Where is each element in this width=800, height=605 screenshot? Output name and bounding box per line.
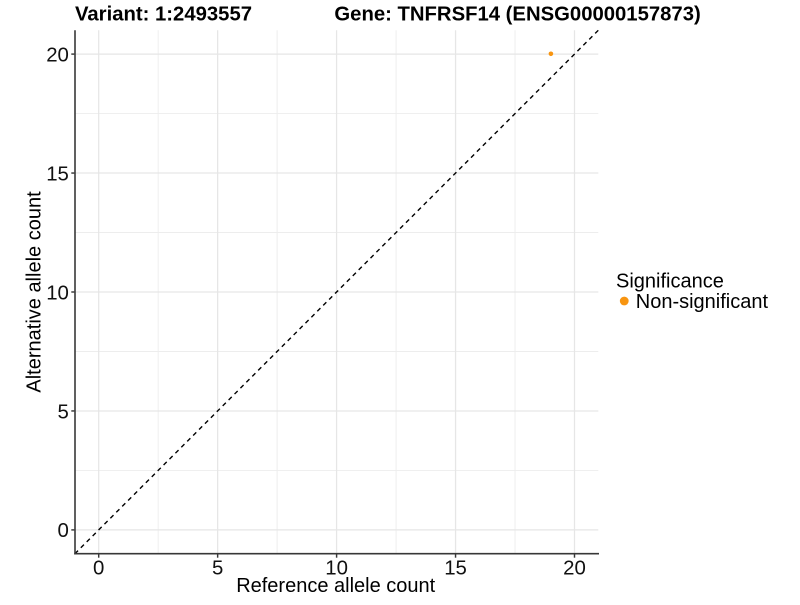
svg-text:Significance: Significance bbox=[616, 271, 724, 293]
svg-text:20: 20 bbox=[46, 44, 69, 66]
svg-text:20: 20 bbox=[563, 558, 586, 580]
svg-text:Gene: TNFRSF14 (ENSG0000015787: Gene: TNFRSF14 (ENSG00000157873) bbox=[334, 4, 700, 26]
svg-text:5: 5 bbox=[212, 558, 223, 580]
svg-text:Variant: 1:2493557: Variant: 1:2493557 bbox=[75, 4, 252, 26]
svg-text:10: 10 bbox=[46, 282, 69, 304]
svg-text:15: 15 bbox=[444, 558, 467, 580]
svg-text:Reference allele count: Reference allele count bbox=[236, 575, 435, 597]
svg-text:0: 0 bbox=[58, 520, 69, 542]
svg-text:10: 10 bbox=[325, 558, 348, 580]
svg-text:5: 5 bbox=[58, 401, 69, 423]
svg-text:Non-significant: Non-significant bbox=[636, 291, 769, 313]
svg-text:15: 15 bbox=[46, 163, 69, 185]
svg-text:Alternative allele count: Alternative allele count bbox=[24, 191, 46, 393]
svg-text:0: 0 bbox=[93, 558, 104, 580]
